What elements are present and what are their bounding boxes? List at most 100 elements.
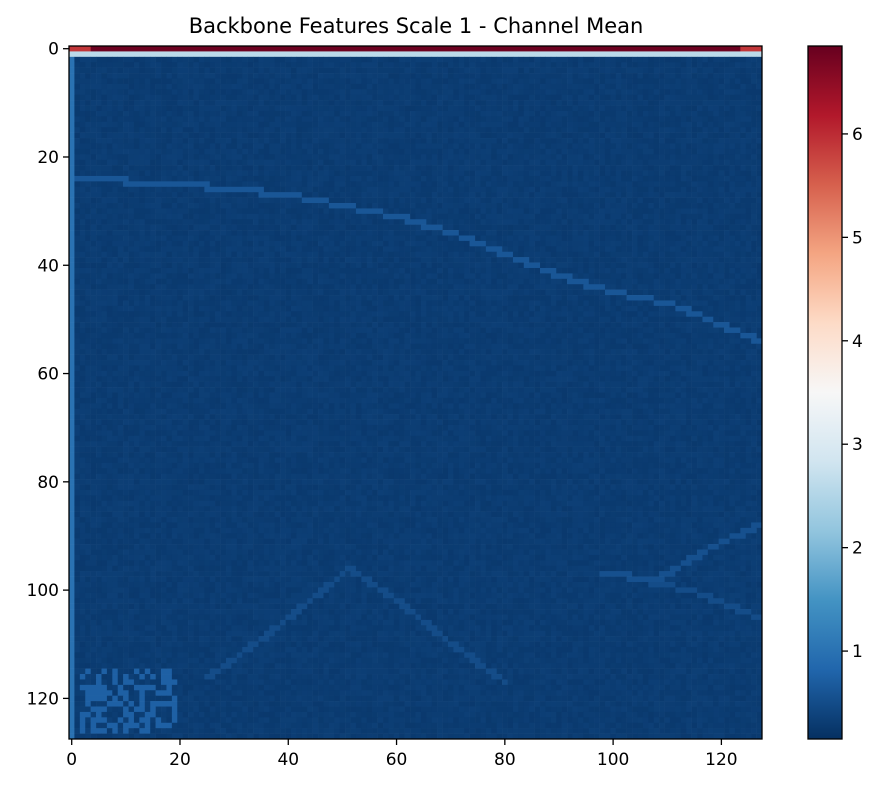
- heatmap-cell: [155, 278, 162, 285]
- heatmap-cell: [447, 94, 454, 101]
- heatmap-cell: [724, 138, 730, 144]
- heatmap-cell: [686, 121, 692, 128]
- heatmap-cell: [112, 83, 129, 90]
- heatmap-cell: [610, 154, 617, 160]
- heatmap-cell: [599, 262, 606, 269]
- heatmap-cell: [334, 175, 346, 182]
- heatmap-cell: [599, 246, 606, 253]
- heatmap-cell: [290, 165, 297, 171]
- heatmap-cell: [415, 67, 422, 74]
- heatmap-cell: [615, 278, 622, 285]
- heatmap-cell: [637, 208, 644, 215]
- heatmap-cell: [393, 267, 400, 274]
- heatmap-cell: [496, 138, 503, 144]
- heatmap-cell: [599, 186, 606, 193]
- heatmap-cell: [117, 251, 129, 258]
- heatmap-cell: [117, 105, 124, 112]
- heatmap-cell: [437, 213, 449, 220]
- heatmap-cell: [469, 219, 476, 225]
- heatmap-cell: [745, 73, 752, 79]
- heatmap-cell: [756, 121, 763, 128]
- heatmap-cell: [198, 138, 205, 144]
- heatmap-cell: [258, 94, 265, 101]
- heatmap-cell: [236, 213, 243, 220]
- heatmap-cell: [106, 78, 113, 85]
- heatmap-cell: [507, 73, 514, 79]
- heatmap-cell: [253, 138, 259, 144]
- heatmap-cell: [648, 240, 655, 247]
- heatmap-cell: [724, 62, 730, 68]
- heatmap-cell: [680, 170, 687, 177]
- heatmap-cell: [193, 100, 200, 106]
- heatmap-cell: [280, 67, 286, 74]
- heatmap-cell: [366, 273, 384, 280]
- heatmap-cell: [328, 284, 335, 290]
- heatmap-cell: [594, 181, 600, 188]
- heatmap-cell: [713, 203, 719, 209]
- heatmap-cell: [718, 213, 725, 220]
- heatmap-cell: [588, 143, 595, 150]
- heatmap-cell: [615, 67, 622, 74]
- heatmap-cell: [188, 273, 194, 280]
- heatmap-cell: [724, 67, 736, 74]
- heatmap-cell: [79, 62, 86, 68]
- heatmap-cell: [621, 148, 633, 155]
- heatmap-area: [69, 46, 763, 740]
- heatmap-cell: [756, 110, 763, 117]
- heatmap-cell: [756, 138, 763, 144]
- heatmap-cell: [334, 230, 340, 236]
- heatmap-cell: [512, 116, 519, 123]
- heatmap-cell: [247, 284, 254, 290]
- heatmap-cell: [133, 138, 140, 144]
- heatmap-cell: [556, 154, 562, 160]
- heatmap-cell: [561, 138, 568, 144]
- heatmap-cell: [171, 67, 178, 74]
- heatmap-cell: [567, 208, 573, 215]
- heatmap-cell: [415, 138, 422, 144]
- heatmap-cell: [220, 148, 227, 155]
- heatmap-cell: [561, 170, 568, 177]
- heatmap-cell: [372, 110, 378, 117]
- heatmap-cell: [697, 219, 703, 225]
- heatmap-cell: [540, 78, 546, 85]
- heatmap-cell: [604, 94, 611, 101]
- heatmap-cell: [675, 138, 682, 144]
- heatmap-cell: [399, 165, 405, 171]
- heatmap-cell: [198, 154, 205, 160]
- heatmap-cell: [615, 224, 622, 231]
- heatmap-cell: [453, 203, 460, 209]
- heatmap-cell: [729, 273, 736, 280]
- heatmap-cell: [242, 105, 248, 112]
- heatmap-cell: [437, 240, 443, 247]
- heatmap-cell: [334, 273, 340, 280]
- heatmap-cell: [691, 127, 698, 133]
- heatmap-cell: [653, 56, 660, 63]
- heatmap-cell: [534, 138, 541, 144]
- heatmap-cell: [399, 273, 405, 280]
- heatmap-cell: [642, 121, 649, 128]
- heatmap-cell: [697, 105, 703, 112]
- heatmap-cell: [523, 284, 530, 290]
- heatmap-cell: [648, 62, 655, 68]
- heatmap-cell: [626, 240, 633, 247]
- heatmap-cell: [751, 148, 757, 155]
- heatmap-cell: [334, 181, 340, 188]
- heatmap-cell: [198, 100, 205, 106]
- heatmap-cell: [182, 132, 189, 139]
- heatmap-cell: [464, 273, 476, 280]
- heatmap-cell: [139, 116, 146, 123]
- heatmap-cell: [545, 143, 552, 150]
- heatmap-cell: [518, 159, 525, 166]
- heatmap-cell: [713, 127, 719, 133]
- heatmap-cell: [686, 100, 692, 106]
- heatmap-cell: [512, 278, 519, 285]
- heatmap-cell: [166, 230, 173, 236]
- heatmap-cell: [680, 83, 687, 90]
- heatmap-cell: [334, 170, 340, 177]
- heatmap-cell: [263, 170, 270, 177]
- heatmap-cell: [171, 240, 178, 247]
- heatmap-cell: [512, 224, 525, 231]
- heatmap-cell: [545, 192, 557, 198]
- heatmap-cell: [415, 208, 422, 215]
- heatmap-cell: [312, 159, 319, 166]
